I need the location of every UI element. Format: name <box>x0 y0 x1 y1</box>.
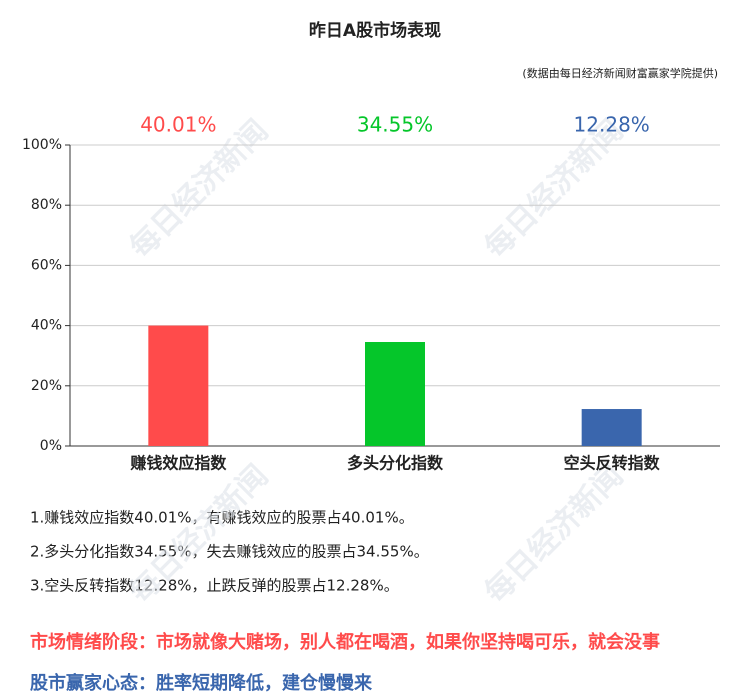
mindset: 股市赢家心态：胜率短期降低，建仓慢慢来 <box>29 672 373 694</box>
y-tick-label: 60% <box>31 257 62 273</box>
value-label: 12.28% <box>574 113 650 137</box>
value-label: 34.55% <box>357 113 433 137</box>
chart-subtitle: (数据由每日经济新闻财富赢家学院提供) <box>522 66 718 80</box>
value-label: 40.01% <box>140 113 216 137</box>
y-tick-label: 20% <box>31 378 62 394</box>
bar <box>581 409 642 446</box>
sentiment: 市场情绪阶段：市场就像大赌场，别人都在喝酒，如果你坚持喝可乐，就会没事 <box>30 631 660 653</box>
note: 1.赚钱效应指数40.01%，有赚钱效应的股票占40.01%。 <box>30 509 414 527</box>
y-tick-label: 40% <box>31 318 62 334</box>
x-tick-label: 多头分化指数 <box>347 454 444 473</box>
watermark: 每日经济新闻 <box>478 458 630 610</box>
bar <box>148 325 209 446</box>
chart-title: 昨日A股市场表现 <box>309 20 441 41</box>
y-tick-label: 80% <box>31 197 62 213</box>
x-tick-label: 赚钱效应指数 <box>129 454 227 473</box>
y-tick-label: 100% <box>22 137 62 153</box>
note: 3.空头反转指数12.28%，止跌反弹的股票占12.28%。 <box>30 577 399 595</box>
x-tick-label: 空头反转指数 <box>564 454 661 473</box>
note: 2.多头分化指数34.55%，失去赚钱效应的股票占34.55%。 <box>30 543 429 561</box>
y-tick-label: 0% <box>40 438 62 454</box>
bar <box>365 342 425 446</box>
